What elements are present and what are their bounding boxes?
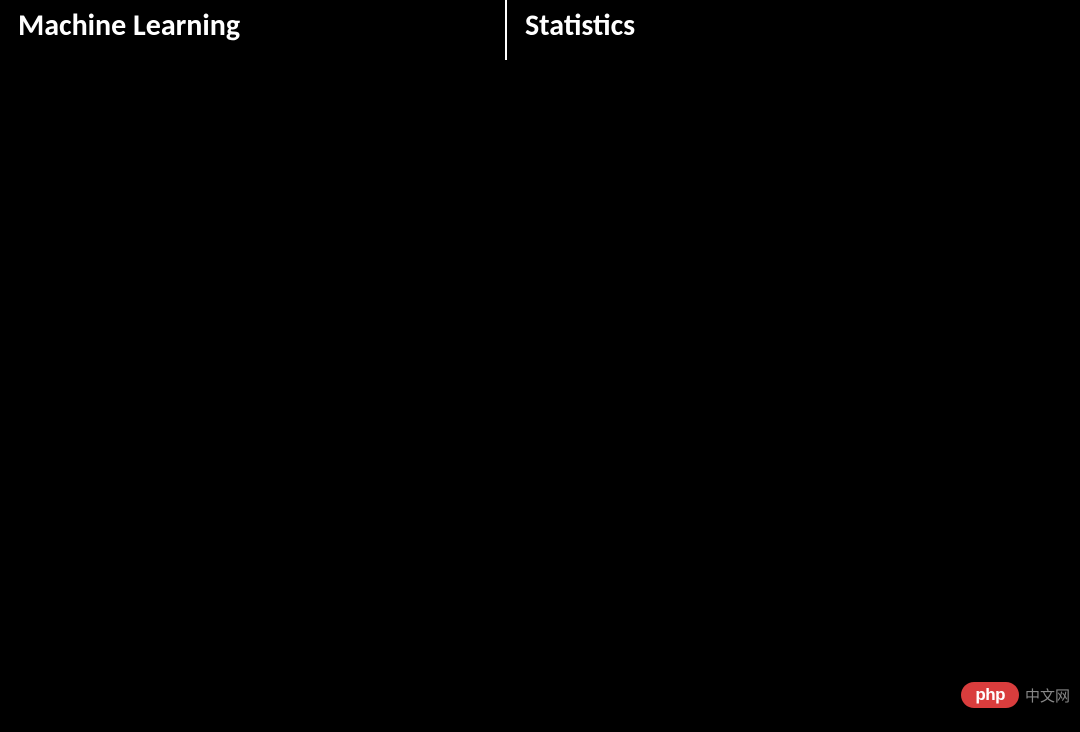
heading-left: Machine Learning [18,8,505,44]
watermark: php 中文网 [961,682,1070,708]
column-machine-learning: Machine Learning [0,0,505,732]
watermark-label: 中文网 [1025,685,1070,706]
php-logo-pill: php [961,682,1019,708]
comparison-container: Machine Learning Statistics [0,0,1080,732]
column-statistics: Statistics [505,0,1080,732]
heading-right: Statistics [525,8,1080,44]
